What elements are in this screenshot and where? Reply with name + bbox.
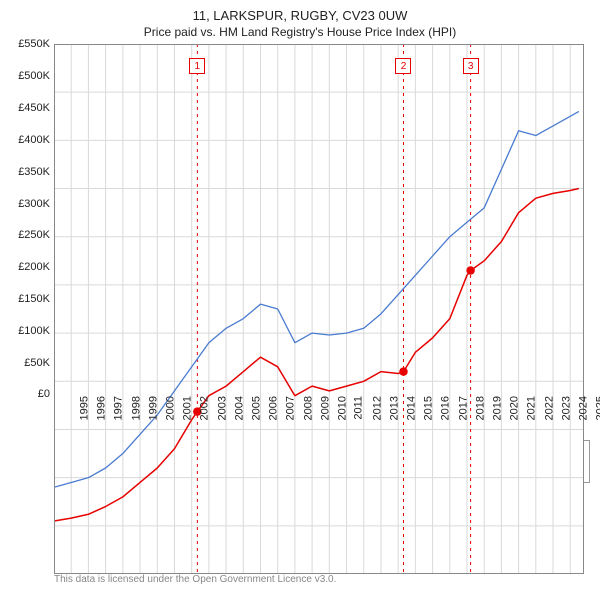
x-tick-label: 1997 bbox=[113, 396, 125, 420]
x-tick-label: 1999 bbox=[147, 396, 159, 420]
y-tick-label: £550K bbox=[18, 38, 54, 50]
chart-area: £0£50K£100K£150K£200K£250K£300K£350K£400… bbox=[54, 44, 584, 394]
y-tick-label: £200K bbox=[18, 261, 54, 273]
chart-subtitle: Price paid vs. HM Land Registry's House … bbox=[10, 25, 590, 41]
sale-marker-box: 2 bbox=[395, 58, 411, 74]
x-tick-label: 2024 bbox=[578, 396, 590, 420]
x-tick-label: 2007 bbox=[285, 396, 297, 420]
plot-svg bbox=[54, 44, 584, 574]
chart-title: 11, LARKSPUR, RUGBY, CV23 0UW bbox=[10, 8, 590, 25]
x-tick-label: 2011 bbox=[353, 396, 365, 420]
footer-line-2: This data is licensed under the Open Gov… bbox=[54, 573, 590, 586]
y-tick-label: £350K bbox=[18, 166, 54, 178]
x-tick-label: 2017 bbox=[457, 396, 469, 420]
y-tick-label: £500K bbox=[18, 70, 54, 82]
y-tick-label: £150K bbox=[18, 293, 54, 305]
x-tick-label: 2025 bbox=[595, 396, 600, 420]
sale-marker-box: 1 bbox=[189, 58, 205, 74]
y-tick-label: £450K bbox=[18, 102, 54, 114]
sale-marker-box: 3 bbox=[463, 58, 479, 74]
y-tick-label: £300K bbox=[18, 198, 54, 210]
x-tick-label: 2016 bbox=[440, 396, 452, 420]
x-tick-label: 2002 bbox=[199, 396, 211, 420]
x-tick-label: 2004 bbox=[233, 396, 245, 420]
x-tick-label: 2006 bbox=[268, 396, 280, 420]
x-tick-label: 2022 bbox=[543, 396, 555, 420]
y-tick-label: £50K bbox=[24, 357, 54, 369]
x-tick-label: 2019 bbox=[491, 396, 503, 420]
x-tick-label: 2009 bbox=[319, 396, 331, 420]
x-tick-label: 2013 bbox=[388, 396, 400, 420]
x-tick-label: 2020 bbox=[509, 396, 521, 420]
x-tick-label: 2018 bbox=[474, 396, 486, 420]
x-axis-labels: 1995 1996 1997 1998 1999 2000 2001 2002 2003 2004… bbox=[54, 394, 584, 434]
y-tick-label: £100K bbox=[18, 325, 54, 337]
x-tick-label: 1995 bbox=[78, 396, 90, 420]
y-tick-label: £250K bbox=[18, 229, 54, 241]
x-tick-label: 2008 bbox=[302, 396, 314, 420]
x-tick-label: 2003 bbox=[216, 396, 228, 420]
y-tick-label: £0 bbox=[38, 388, 54, 400]
x-tick-label: 2010 bbox=[337, 396, 349, 420]
x-tick-label: 1996 bbox=[96, 396, 108, 420]
x-tick-label: 2023 bbox=[560, 396, 572, 420]
x-tick-label: 2012 bbox=[371, 396, 383, 420]
x-tick-label: 2000 bbox=[165, 396, 177, 420]
x-tick-label: 2005 bbox=[251, 396, 263, 420]
y-tick-label: £400K bbox=[18, 134, 54, 146]
x-tick-label: 2001 bbox=[182, 396, 194, 420]
x-tick-label: 1998 bbox=[130, 396, 142, 420]
x-tick-label: 2015 bbox=[423, 396, 435, 420]
x-tick-label: 2021 bbox=[526, 396, 538, 420]
x-tick-label: 2014 bbox=[405, 396, 417, 420]
